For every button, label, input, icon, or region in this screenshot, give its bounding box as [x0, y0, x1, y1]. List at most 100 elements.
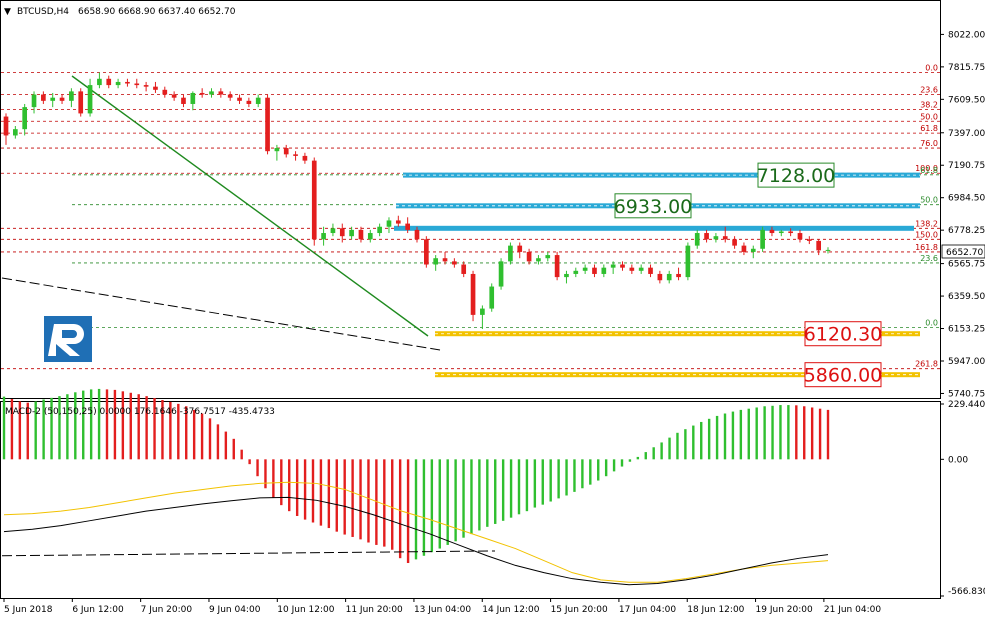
price-tick-label: 8022.00	[948, 30, 985, 40]
candle-body	[825, 249, 831, 251]
candle-body	[171, 94, 177, 98]
candle-body	[218, 91, 224, 95]
macd-indicator	[1, 388, 830, 586]
candle-body	[3, 116, 9, 136]
macd-histogram-bar	[319, 459, 323, 526]
candle-body	[265, 97, 270, 152]
candle-body	[405, 223, 410, 230]
candle-body	[50, 97, 56, 101]
macd-histogram-bar	[620, 459, 624, 467]
time-tick-label: 5 Jun 2018	[4, 605, 53, 615]
candle-body	[199, 92, 205, 95]
macd-histogram-bar	[525, 459, 529, 512]
macd-histogram-bar	[398, 459, 402, 559]
candle-body	[806, 239, 812, 241]
macd-histogram-bar	[541, 459, 544, 505]
candle-body	[78, 91, 84, 114]
macd-histogram-bar	[501, 459, 505, 521]
macd-histogram-bar	[82, 390, 85, 460]
macd-histogram-bar	[10, 399, 14, 460]
header-arrow-icon: ▼	[4, 7, 11, 17]
macd-histogram-bar	[549, 459, 552, 502]
candle-body	[106, 78, 112, 86]
time-tick-label: 18 Jun 12:00	[687, 605, 744, 615]
price-tick-label: 5947.00	[948, 357, 985, 367]
macd-histogram-bar	[272, 459, 275, 498]
fib-label: 0.0	[925, 318, 938, 327]
candle-body	[31, 94, 37, 108]
macd-histogram-bar	[454, 459, 457, 542]
fib-label: 76.0	[920, 139, 938, 148]
macd-histogram-bar	[311, 459, 315, 523]
candle-body	[153, 86, 158, 90]
macd-histogram-bar	[715, 415, 719, 460]
macd-histogram-bar	[58, 396, 61, 460]
candle-body	[181, 97, 186, 104]
price-tick-label: 6984.50	[948, 194, 985, 204]
level-label: 7128.00	[757, 165, 836, 187]
current-price-label: 6652.70	[946, 248, 983, 258]
macd-histogram-bar	[224, 431, 228, 460]
macd-histogram-bar	[707, 418, 711, 460]
macd-histogram-bar	[612, 459, 616, 472]
macd-histogram-bar	[97, 388, 101, 460]
candle-body	[209, 91, 214, 95]
candle-body	[564, 273, 569, 278]
macd-histogram-bar	[248, 459, 251, 465]
fib-label: 138.2	[915, 219, 938, 228]
current-price-marker	[941, 244, 985, 259]
macd-histogram-bar	[375, 459, 378, 545]
candle-body	[41, 94, 46, 101]
macd-histogram-bar	[406, 459, 410, 564]
macd-histogram-bar	[177, 403, 180, 460]
price-tick-label: 6778.25	[948, 226, 985, 236]
candle-body	[610, 264, 616, 268]
candle-body	[377, 226, 382, 234]
candle-body	[694, 233, 700, 246]
candle-body	[87, 85, 93, 114]
macd-histogram-bar	[240, 449, 243, 460]
macd-histogram-bar	[351, 459, 354, 537]
level-label-box	[804, 362, 882, 388]
fib-label: 50.0	[920, 196, 938, 205]
time-tick-label: 17 Jun 04:00	[619, 605, 676, 615]
trendline-down	[71, 75, 429, 337]
candle-body	[601, 267, 607, 274]
macd-histogram-bar	[597, 459, 600, 481]
macd-dashed-trendline	[1, 550, 496, 557]
candle-body	[134, 83, 140, 86]
macd-histogram-bar	[34, 401, 37, 460]
macd-histogram-bar	[295, 459, 299, 516]
macd-histogram-bar	[604, 459, 608, 477]
macd-histogram-bar	[335, 459, 338, 532]
macd-pane-frame	[0, 401, 941, 599]
candle-body	[489, 286, 495, 309]
macd-histogram-bar	[818, 408, 822, 460]
candle-body	[424, 239, 429, 265]
macd-histogram-bar	[826, 409, 830, 460]
macd-histogram-bar	[509, 459, 513, 518]
candle-body	[246, 100, 252, 104]
macd-histogram-bar	[18, 401, 22, 460]
candle-body	[367, 233, 373, 240]
time-tick-label: 7 Jun 20:00	[141, 605, 193, 615]
price-tick-label: 5740.75	[948, 389, 985, 399]
macd-histogram-bar	[208, 418, 212, 460]
fib-label: 161.8	[915, 243, 938, 252]
macd-histogram-bar	[660, 442, 663, 460]
candle-body	[629, 267, 635, 271]
macd-histogram-bar	[256, 459, 259, 477]
candle-body	[237, 97, 242, 101]
candle-body	[125, 81, 130, 84]
macd-histogram-bar	[723, 413, 727, 460]
candle-body	[274, 148, 280, 152]
candle-body	[760, 229, 765, 249]
level-label: 6933.00	[614, 196, 693, 218]
macd-histogram-bar	[771, 405, 774, 460]
candle-body	[592, 267, 597, 274]
candle-body	[349, 229, 354, 237]
candle-body	[283, 148, 289, 155]
macd-histogram-bar	[26, 402, 29, 460]
macd-histogram-bar	[153, 398, 156, 460]
macd-histogram-bar	[105, 389, 109, 460]
